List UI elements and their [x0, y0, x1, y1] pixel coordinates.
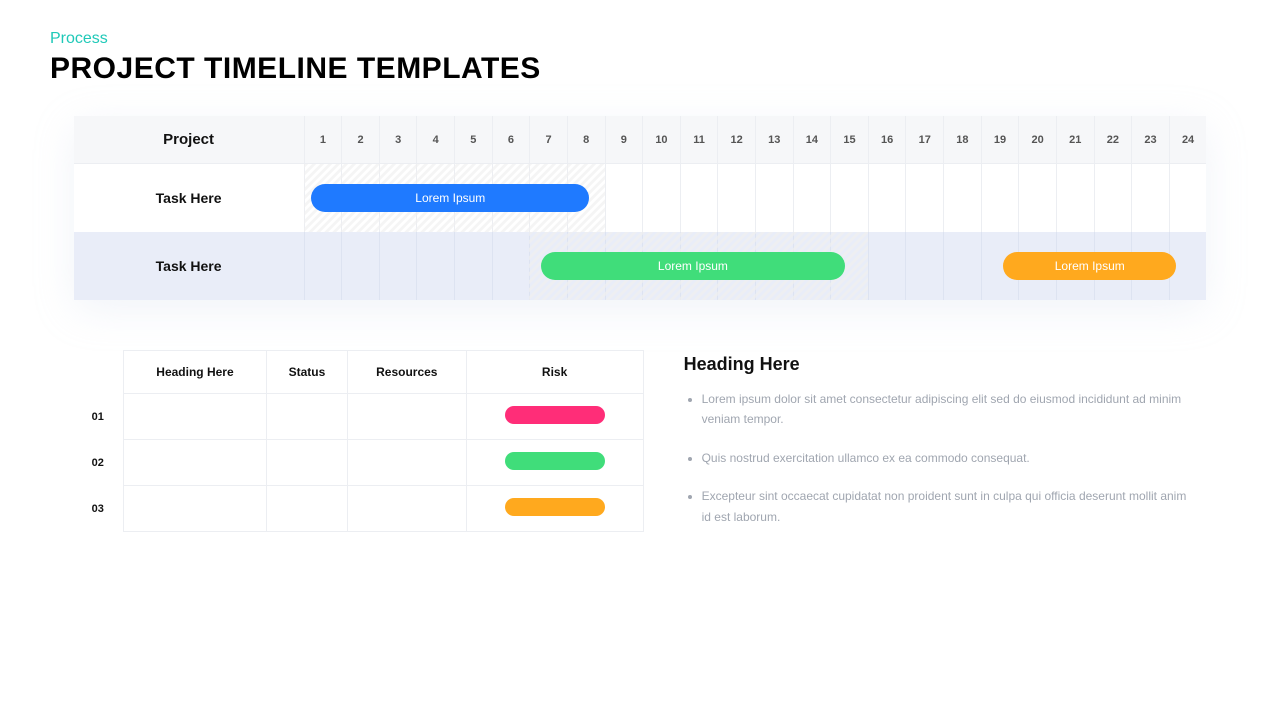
project-column-label: Project: [74, 131, 304, 148]
gantt-bar: Lorem Ipsum: [311, 184, 589, 212]
table-column-header: Resources: [348, 351, 467, 394]
gantt-chart: Project123456789101112131415161718192021…: [74, 116, 1207, 300]
gantt-tick: 24: [1169, 116, 1207, 163]
gantt-bar: Lorem Ipsum: [1003, 252, 1176, 280]
bar-layer: Lorem Ipsum Lorem Ipsum: [304, 232, 1207, 300]
gantt-row: Task Here Lorem Ipsum: [74, 164, 1207, 232]
gantt-tick: 20: [1018, 116, 1056, 163]
row-index: 02: [84, 440, 124, 486]
row-index: 01: [84, 394, 124, 440]
table-column-header: Risk: [466, 351, 643, 394]
task-label: Task Here: [74, 190, 304, 206]
lower-section: Heading HereStatusResourcesRisk010203 He…: [74, 330, 1207, 565]
gantt-tick: 16: [868, 116, 906, 163]
gantt-tick: 1: [304, 116, 342, 163]
table-column-header: Heading Here: [124, 351, 267, 394]
table-row: 03: [84, 486, 644, 532]
table-row: 01: [84, 394, 644, 440]
row-index: 03: [84, 486, 124, 532]
task-label: Task Here: [74, 258, 304, 274]
gantt-tick: 2: [341, 116, 379, 163]
gantt-tick: 3: [379, 116, 417, 163]
gantt-tick: 23: [1131, 116, 1169, 163]
gantt-tick: 13: [755, 116, 793, 163]
gantt-tick: 21: [1056, 116, 1094, 163]
gantt-tick: 7: [529, 116, 567, 163]
table-row: 02: [84, 440, 644, 486]
table-column-header: Status: [266, 351, 347, 394]
gantt-row: Task Here Lorem Ipsum Lorem Ipsum: [74, 232, 1207, 300]
gantt-tick: 10: [642, 116, 680, 163]
gantt-tick: 19: [981, 116, 1019, 163]
gantt-header: Project123456789101112131415161718192021…: [74, 116, 1207, 164]
gantt-tick: 22: [1094, 116, 1132, 163]
bullet-list: Lorem ipsum dolor sit amet consectetur a…: [684, 389, 1197, 527]
text-column: Heading Here Lorem ipsum dolor sit amet …: [684, 350, 1197, 545]
gantt-tick: 15: [830, 116, 868, 163]
gantt-tick: 14: [793, 116, 831, 163]
risk-pill: [505, 452, 605, 470]
risk-table: Heading HereStatusResourcesRisk 010203: [84, 350, 644, 532]
risk-pill: [505, 406, 605, 424]
page-title: PROJECT TIMELINE TEMPLATES: [50, 52, 1230, 86]
gantt-tick: 9: [605, 116, 643, 163]
gantt-tick: 18: [943, 116, 981, 163]
gantt-tick: 11: [680, 116, 718, 163]
risk-pill: [505, 498, 605, 516]
bullet-item: Lorem ipsum dolor sit amet consectetur a…: [702, 389, 1197, 430]
text-heading: Heading Here: [684, 354, 1197, 375]
bullet-item: Excepteur sint occaecat cupidatat non pr…: [702, 486, 1197, 527]
gantt-tick: 5: [454, 116, 492, 163]
gantt-tick: 12: [717, 116, 755, 163]
risk-table-wrap: Heading HereStatusResourcesRisk 010203: [84, 350, 644, 545]
gantt-card: Project123456789101112131415161718192021…: [74, 116, 1207, 300]
gantt-tick: 8: [567, 116, 605, 163]
gantt-tick: 4: [416, 116, 454, 163]
gantt-tick: 6: [492, 116, 530, 163]
bar-layer: Lorem Ipsum: [304, 164, 1207, 232]
gantt-bar: Lorem Ipsum: [541, 252, 846, 280]
bullet-item: Quis nostrud exercitation ullamco ex ea …: [702, 448, 1197, 468]
eyebrow: Process: [50, 30, 1230, 48]
gantt-tick: 17: [905, 116, 943, 163]
